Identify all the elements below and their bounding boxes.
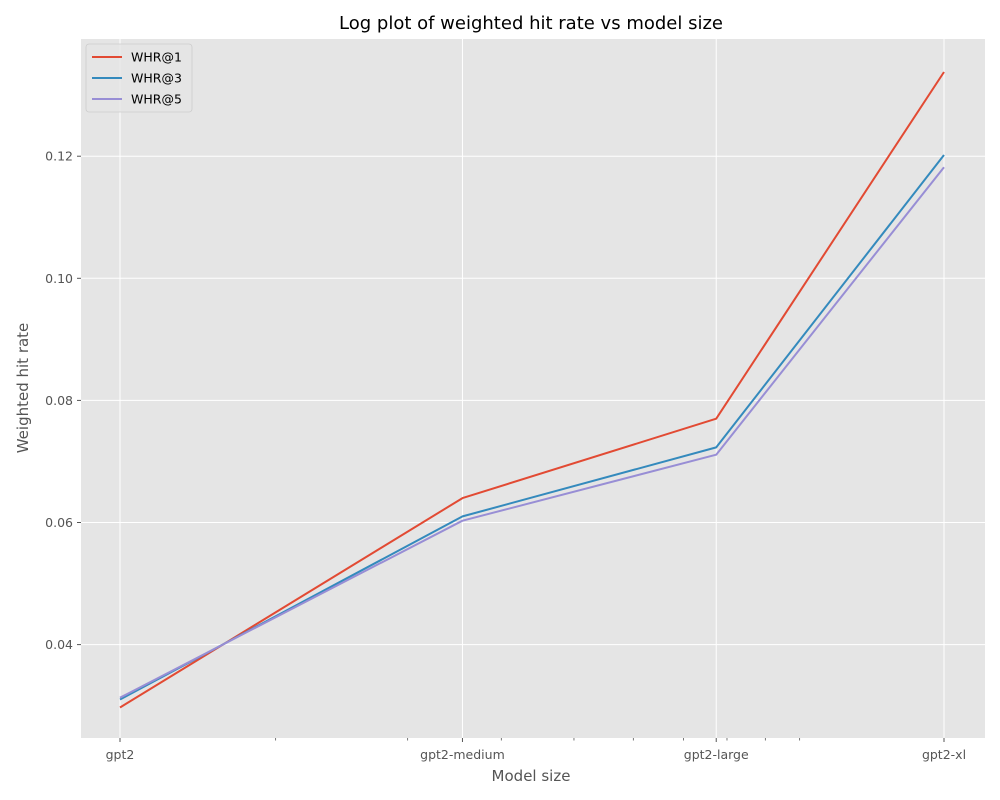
legend: WHR@1 WHR@3 WHR@5 bbox=[85, 43, 193, 113]
series-line-whr-at-1 bbox=[119, 71, 945, 709]
x-axis-label: Model size bbox=[492, 767, 571, 785]
y-tick-label: 0.04 bbox=[45, 637, 73, 652]
y-tick-label: 0.12 bbox=[45, 149, 73, 164]
legend-label: WHR@1 bbox=[131, 50, 182, 65]
series-line-whr-at-5 bbox=[119, 166, 945, 699]
y-tick-label: 0.10 bbox=[45, 271, 73, 286]
y-tick-label: 0.06 bbox=[45, 515, 73, 530]
x-tick-label: gpt2-medium bbox=[420, 747, 505, 762]
y-axis-label: Weighted hit rate bbox=[14, 323, 32, 454]
x-axis-ticks: gpt2 gpt2-medium gpt2-large gpt2-xl bbox=[106, 738, 966, 762]
series-lines bbox=[119, 71, 945, 709]
legend-label: WHR@3 bbox=[131, 71, 182, 86]
y-axis-ticks: 0.04 0.06 0.08 0.10 0.12 bbox=[45, 149, 81, 652]
y-tick-label: 0.08 bbox=[45, 393, 73, 408]
series-line-whr-at-3 bbox=[119, 154, 945, 701]
minor-ticks bbox=[275, 738, 801, 741]
x-tick-label: gpt2-xl bbox=[922, 747, 966, 762]
plot-area bbox=[81, 39, 985, 738]
x-tick-label: gpt2-large bbox=[684, 747, 749, 762]
chart-title: Log plot of weighted hit rate vs model s… bbox=[339, 13, 723, 34]
legend-label: WHR@5 bbox=[131, 92, 182, 107]
legend-box bbox=[85, 43, 193, 113]
x-tick-label: gpt2 bbox=[106, 747, 135, 762]
